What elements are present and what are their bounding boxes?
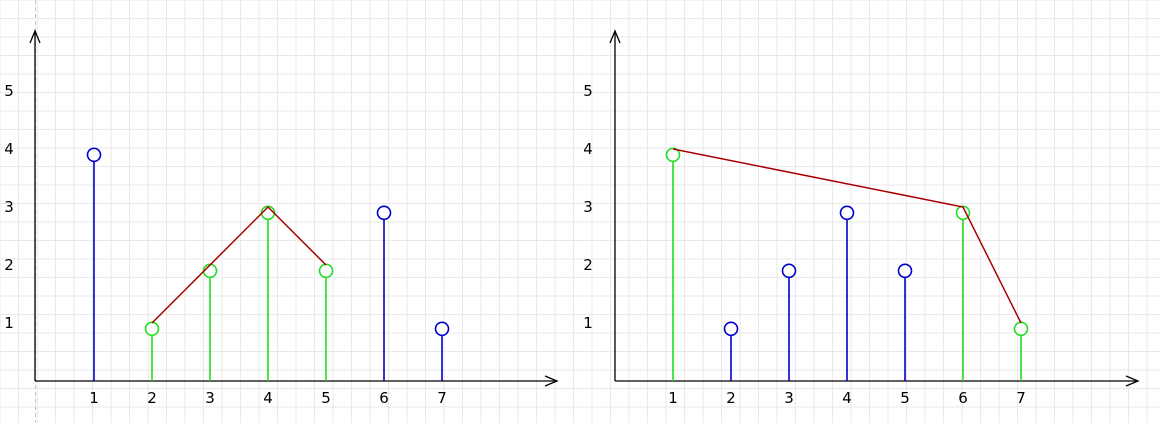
left-stem-diagram: 1 2 3 4 5 6 7 1 2 3 4 5 [4, 29, 559, 407]
y-tick-label: 1 [4, 314, 14, 332]
y-tick-label: 3 [583, 198, 593, 216]
x-tick-label: 3 [784, 389, 794, 407]
y-tick-label: 3 [4, 198, 14, 216]
right-stem-diagram: 1 2 3 4 5 6 7 1 2 3 4 5 [583, 29, 1140, 407]
stem-marker [723, 321, 739, 337]
x-tick-label: 6 [379, 389, 389, 407]
y-tick-label: 4 [4, 140, 14, 158]
highlighted-stem-marker [1013, 321, 1029, 337]
y-tick-label: 5 [4, 82, 14, 100]
x-tick-label: 7 [1016, 389, 1026, 407]
x-tick-label: 2 [147, 389, 157, 407]
stem-marker [897, 263, 913, 279]
x-tick-label: 6 [958, 389, 968, 407]
x-axis-arrow-icon [1125, 375, 1140, 387]
highlighted-stem-marker [144, 321, 160, 337]
x-axis-arrow-icon [544, 375, 559, 387]
y-tick-label: 4 [583, 140, 593, 158]
x-tick-label: 3 [205, 389, 215, 407]
highlighted-stem-marker [665, 147, 681, 163]
stem-marker [86, 147, 102, 163]
y-tick-label: 5 [583, 82, 593, 100]
x-tick-label: 4 [263, 389, 273, 407]
y-axis-arrow-icon [29, 29, 41, 44]
x-tick-label: 1 [668, 389, 678, 407]
highlighted-stem-marker [318, 263, 334, 279]
y-tick-label: 2 [4, 256, 14, 274]
connector-line [151, 205, 327, 324]
stem-marker [434, 321, 450, 337]
highlighted-stem-marker [202, 263, 218, 279]
x-tick-label: 2 [726, 389, 736, 407]
x-tick-label: 1 [89, 389, 99, 407]
stem-marker [839, 205, 855, 221]
y-axis-arrow-icon [609, 29, 621, 44]
stem-marker [781, 263, 797, 279]
highlighted-stem-marker [260, 205, 276, 221]
y-tick-label: 1 [583, 314, 593, 332]
stem-marker [376, 205, 392, 221]
x-tick-label: 5 [900, 389, 910, 407]
x-tick-label: 4 [842, 389, 852, 407]
y-tick-label: 2 [583, 256, 593, 274]
connector-line [672, 148, 1022, 324]
x-tick-label: 5 [321, 389, 331, 407]
x-tick-label: 7 [437, 389, 447, 407]
